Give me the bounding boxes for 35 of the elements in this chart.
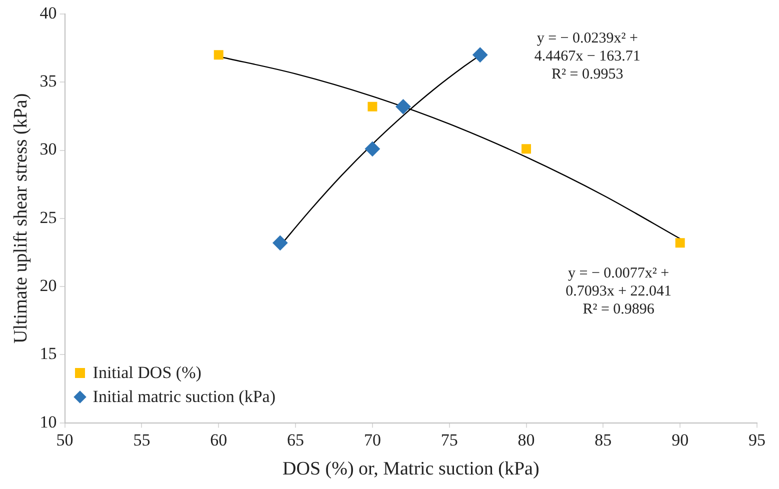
- annotation: y = − 0.0077x² +: [568, 266, 670, 282]
- y-tick-label: 15: [40, 344, 57, 364]
- y-axis-title: Ultimate uplift shear stress (kPa): [10, 93, 32, 344]
- point: [472, 47, 488, 62]
- x-tick-label: 55: [133, 430, 150, 450]
- x-tick-label: 50: [56, 430, 74, 450]
- point: [368, 102, 378, 112]
- y-tick-label: 40: [40, 3, 57, 22]
- x-tick-label: 60: [210, 430, 228, 450]
- point: [272, 235, 288, 250]
- y-tick-label: 20: [40, 276, 57, 295]
- annotation: 4.4467x − 163.71: [534, 48, 640, 64]
- annotation: y = − 0.0239x² +: [536, 30, 638, 46]
- x-tick-label: 85: [594, 430, 612, 450]
- y-tick-label: 25: [40, 208, 57, 227]
- x-tick-label: 70: [364, 430, 381, 450]
- x-tick-label: 65: [287, 430, 304, 450]
- point: [364, 141, 380, 156]
- annotation: R² = 0.9953: [552, 66, 624, 82]
- x-axis-title: DOS (%) or, Matric suction (kPa): [282, 458, 540, 480]
- x-tick-label: 75: [440, 430, 458, 450]
- x-tick-label: 95: [748, 430, 766, 450]
- point: [396, 99, 411, 114]
- x-tick-label: 80: [518, 430, 535, 450]
- point: [214, 50, 224, 60]
- y-tick-label: 30: [40, 140, 57, 159]
- point: [522, 144, 532, 154]
- legend-label: Initial DOS (%): [92, 362, 202, 383]
- x-tick-label: 90: [672, 430, 689, 450]
- legend-label: Initial matric suction (kPa): [92, 386, 276, 407]
- annotation: 0.7093x + 22.041: [566, 284, 672, 300]
- point: [675, 238, 685, 248]
- y-tick-label: 10: [40, 412, 57, 432]
- y-tick-label: 35: [40, 72, 57, 91]
- annotation: R² = 0.9896: [582, 302, 655, 318]
